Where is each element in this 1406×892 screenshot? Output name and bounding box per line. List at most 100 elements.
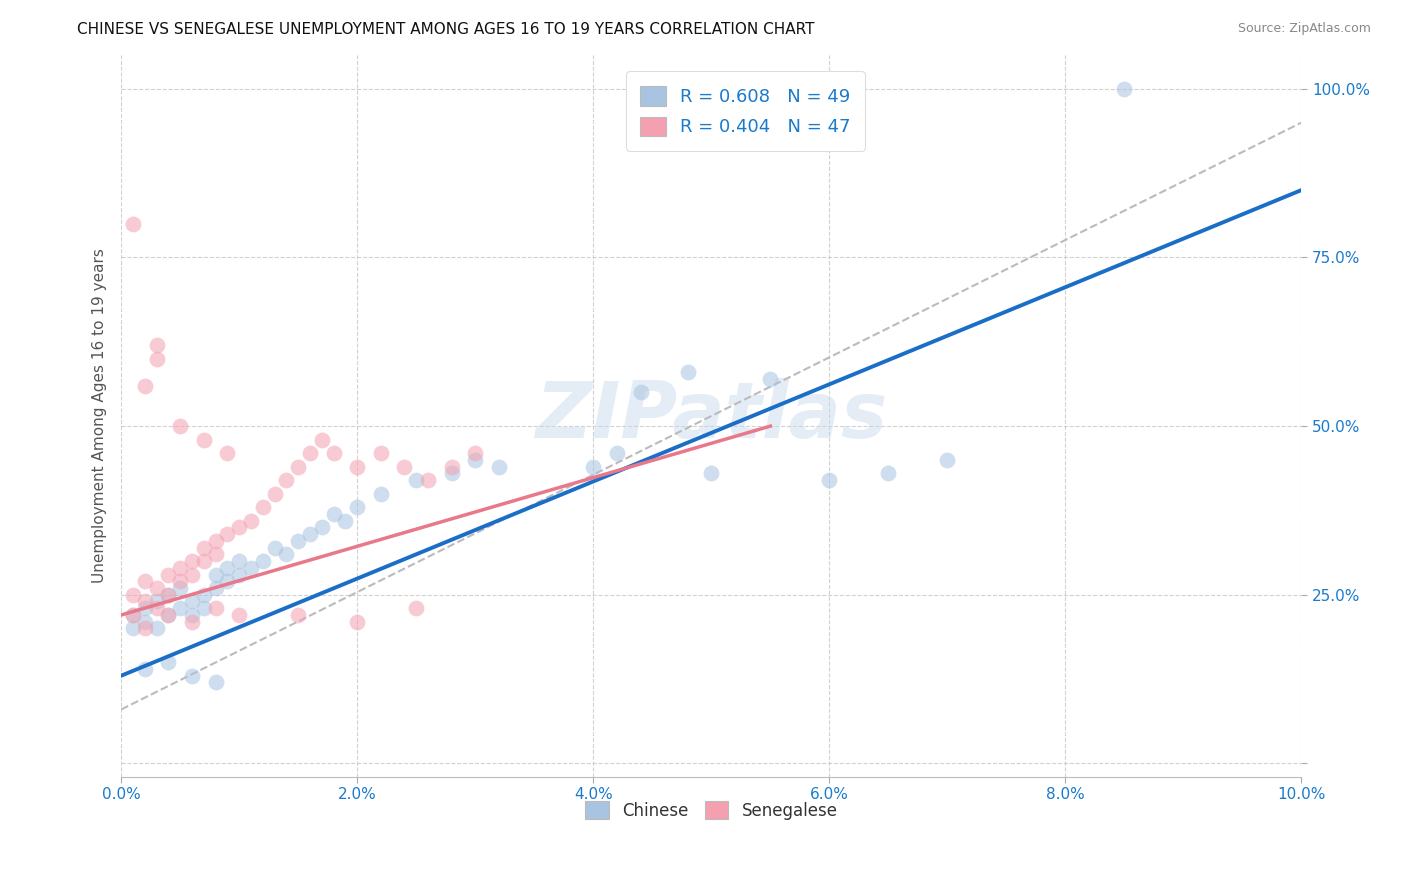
Y-axis label: Unemployment Among Ages 16 to 19 years: Unemployment Among Ages 16 to 19 years [93, 249, 107, 583]
Point [322, 446, 344, 460]
Point [464, 446, 486, 460]
Point [217, 527, 239, 541]
Point [181, 554, 204, 568]
Point [405, 473, 427, 487]
Point [157, 607, 180, 622]
Point [193, 541, 215, 555]
Point [204, 547, 226, 561]
Point [145, 581, 167, 595]
Point [228, 567, 250, 582]
Point [228, 607, 250, 622]
Point [346, 500, 368, 514]
Point [181, 594, 204, 608]
Point [311, 433, 333, 447]
Point [370, 446, 392, 460]
Point [322, 507, 344, 521]
Point [416, 473, 439, 487]
Point [228, 554, 250, 568]
Point [405, 601, 427, 615]
Point [217, 446, 239, 460]
Point [676, 365, 699, 379]
Point [134, 622, 156, 636]
Point [181, 668, 204, 682]
Point [169, 574, 191, 589]
Point [582, 459, 605, 474]
Point [240, 561, 263, 575]
Point [299, 527, 322, 541]
Point [122, 217, 145, 231]
Point [204, 601, 226, 615]
Point [134, 574, 156, 589]
Point [287, 607, 309, 622]
Point [145, 338, 167, 352]
Point [263, 541, 285, 555]
Point [700, 467, 723, 481]
Point [193, 433, 215, 447]
Text: CHINESE VS SENEGALESE UNEMPLOYMENT AMONG AGES 16 TO 19 YEARS CORRELATION CHART: CHINESE VS SENEGALESE UNEMPLOYMENT AMONG… [77, 22, 815, 37]
Point [204, 675, 226, 690]
Point [263, 486, 285, 500]
Point [157, 655, 180, 669]
Point [157, 607, 180, 622]
Legend: Chinese, Senegalese: Chinese, Senegalese [578, 794, 844, 826]
Point [181, 615, 204, 629]
Point [122, 607, 145, 622]
Point [394, 459, 416, 474]
Point [145, 622, 167, 636]
Point [818, 473, 841, 487]
Point [287, 533, 309, 548]
Point [157, 567, 180, 582]
Point [122, 588, 145, 602]
Point [488, 459, 510, 474]
Point [240, 514, 263, 528]
Point [252, 500, 274, 514]
Point [204, 567, 226, 582]
Point [145, 601, 167, 615]
Point [877, 467, 900, 481]
Point [122, 607, 145, 622]
Point [157, 588, 180, 602]
Point [169, 419, 191, 434]
Point [157, 588, 180, 602]
Point [193, 601, 215, 615]
Point [228, 520, 250, 534]
Point [217, 561, 239, 575]
Point [759, 372, 782, 386]
Point [276, 473, 298, 487]
Point [370, 486, 392, 500]
Point [276, 547, 298, 561]
Point [204, 581, 226, 595]
Point [335, 514, 357, 528]
Point [134, 594, 156, 608]
Point [217, 574, 239, 589]
Point [464, 453, 486, 467]
Point [181, 567, 204, 582]
Point [346, 459, 368, 474]
Point [440, 467, 463, 481]
Point [311, 520, 333, 534]
Point [145, 594, 167, 608]
Point [145, 351, 167, 366]
Point [252, 554, 274, 568]
Point [169, 581, 191, 595]
Point [169, 561, 191, 575]
Point [204, 533, 226, 548]
Point [122, 622, 145, 636]
Text: Source: ZipAtlas.com: Source: ZipAtlas.com [1237, 22, 1371, 36]
Point [134, 378, 156, 392]
Point [299, 446, 322, 460]
Point [1114, 82, 1136, 96]
Point [134, 601, 156, 615]
Point [169, 601, 191, 615]
Point [936, 453, 959, 467]
Point [440, 459, 463, 474]
Point [134, 615, 156, 629]
Point [346, 615, 368, 629]
Point [630, 385, 652, 400]
Point [134, 662, 156, 676]
Point [606, 446, 628, 460]
Point [193, 588, 215, 602]
Point [193, 554, 215, 568]
Point [287, 459, 309, 474]
Point [181, 607, 204, 622]
